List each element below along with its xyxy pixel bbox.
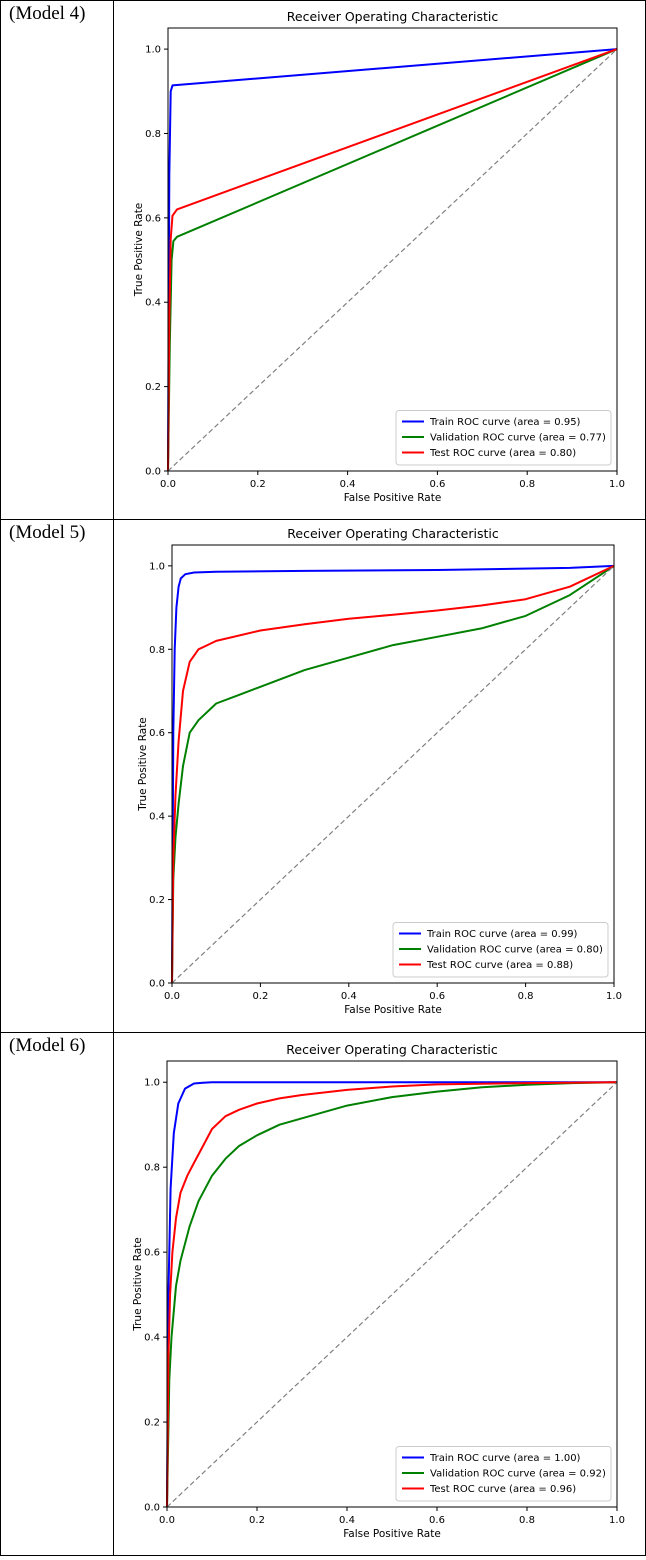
plot-frame (171, 544, 615, 984)
roc-chart-model-4: Receiver Operating Characteristic 0.0 0.2 0… (133, 9, 625, 504)
x-axis-label: False Positive Rate (344, 1004, 442, 1016)
legend-entry: Train ROC curve (area = 1.00) (429, 1453, 581, 1464)
roc-series-line-1 (171, 564, 615, 984)
legend-entry: Test ROC curve (area = 0.88) (426, 960, 573, 971)
model-label-cell: (Model 6) (1, 1033, 114, 1555)
y-tick-label: 0.2 (144, 1418, 160, 1429)
roc-series-line-2 (166, 1081, 618, 1508)
chance-diagonal-line (167, 48, 618, 472)
plot-frame (167, 27, 618, 472)
model-4-plot-cell: Receiver Operating Characteristic 0.0 0.2 0… (114, 1, 645, 519)
x-tick-label: 1.0 (606, 991, 622, 1002)
x-tick-label: 1.0 (609, 1515, 625, 1526)
model-6-row: (Model 6) Receiver Operating Characteris… (0, 1032, 646, 1556)
x-tick-label: 0.4 (339, 1515, 355, 1526)
x-tick-label: 1.0 (609, 479, 625, 490)
x-tick-label: 0.2 (250, 479, 266, 490)
legend-entry: Test ROC curve (area = 0.80) (429, 448, 576, 459)
chart-title: Receiver Operating Characteristic (286, 1042, 498, 1057)
x-tick-label: 0.8 (518, 991, 534, 1002)
model-6-plot-cell: Receiver Operating Characteristic 0.0 0.2 0… (114, 1033, 645, 1555)
y-tick-label: 0.6 (149, 728, 165, 739)
chart-legend: Train ROC curve (area = 1.00) Validation … (395, 1446, 612, 1502)
y-tick-label: 0.0 (144, 1503, 160, 1514)
y-tick-label: 0.0 (149, 979, 165, 990)
x-tick-label: 0.0 (160, 479, 176, 490)
y-tick-label: 0.8 (149, 645, 165, 656)
model-4-row: (Model 4) Receiver Operating Characteris… (0, 0, 646, 520)
y-tick-label: 0.4 (145, 298, 161, 309)
y-tick-label: 0.8 (145, 129, 161, 140)
legend-box (395, 1446, 612, 1502)
legend-entry: Validation ROC curve (area = 0.77) (430, 433, 606, 444)
roc-chart-model-5: Receiver Operating Characteristic 0.0 0.2 0… (137, 526, 622, 1016)
model-6-label: (Model 6) (9, 1035, 86, 1056)
y-tick-label: 0.6 (145, 213, 161, 224)
model-4-label: (Model 4) (9, 3, 86, 24)
model-label-cell: (Model 5) (1, 520, 114, 1032)
model-5-row: (Model 5) Receiver Operating Characteris… (0, 519, 646, 1033)
y-axis-label: True Positive Rate (137, 717, 149, 812)
legend-entry: Validation ROC curve (area = 0.92) (430, 1469, 606, 1480)
x-tick-label: 0.0 (159, 1515, 175, 1526)
y-tick-label: 1.0 (145, 45, 161, 56)
x-tick-label: 0.6 (429, 479, 445, 490)
x-axis-label: False Positive Rate (343, 1528, 441, 1540)
legend-box (395, 410, 612, 466)
legend-box (392, 922, 609, 978)
x-tick-label: 0.2 (249, 1515, 265, 1526)
x-tick-label: 0.6 (429, 1515, 445, 1526)
y-tick-label: 0.2 (145, 382, 161, 393)
chart-legend: Train ROC curve (area = 0.99) Validation … (392, 922, 609, 978)
model-5-plot-cell: Receiver Operating Characteristic 0.0 0.2 0… (114, 520, 645, 1032)
x-tick-label: 0.0 (164, 991, 180, 1002)
x-tick-label: 0.8 (519, 1515, 535, 1526)
plot-frame (166, 1060, 618, 1508)
y-axis-label: True Positive Rate (132, 1237, 144, 1332)
y-axis-label: True Positive Rate (133, 203, 145, 298)
y-tick-label: 0.2 (149, 895, 165, 906)
y-tick-label: 0.8 (144, 1163, 160, 1174)
roc-series-line-2 (171, 565, 615, 984)
roc-series-line-3 (166, 1081, 618, 1508)
legend-entry: Validation ROC curve (area = 0.80) (427, 945, 603, 956)
x-tick-label: 0.6 (429, 991, 445, 1002)
legend-entry: Train ROC curve (area = 0.95) (429, 417, 581, 428)
roc-series-line-1 (167, 48, 618, 472)
legend-entry: Test ROC curve (area = 0.96) (429, 1484, 576, 1495)
x-tick-label: 0.8 (519, 479, 535, 490)
chart-title: Receiver Operating Characteristic (287, 526, 499, 541)
chart-title: Receiver Operating Characteristic (287, 9, 499, 24)
x-tick-label: 0.4 (341, 991, 357, 1002)
y-tick-label: 1.0 (149, 561, 165, 572)
roc-series-line-3 (171, 564, 615, 984)
model-5-label: (Model 5) (9, 522, 86, 543)
chance-diagonal-line (171, 565, 615, 984)
y-tick-label: 0.6 (144, 1248, 160, 1259)
chance-diagonal-line (166, 1081, 618, 1508)
roc-series-line-1 (166, 1081, 617, 1508)
y-tick-label: 1.0 (144, 1078, 160, 1089)
chart-legend: Train ROC curve (area = 0.95) Validation … (395, 410, 612, 466)
y-tick-label: 0.0 (145, 467, 161, 478)
x-tick-label: 0.2 (252, 991, 268, 1002)
legend-entry: Train ROC curve (area = 0.99) (426, 929, 578, 940)
x-axis-label: False Positive Rate (344, 492, 442, 504)
y-tick-label: 0.4 (149, 812, 165, 823)
model-label-cell: (Model 4) (1, 1, 114, 519)
x-tick-label: 0.4 (340, 479, 356, 490)
roc-chart-model-6: Receiver Operating Characteristic 0.0 0.2 0… (132, 1042, 625, 1540)
y-tick-label: 0.4 (144, 1333, 160, 1344)
roc-series-line-3 (167, 48, 618, 472)
